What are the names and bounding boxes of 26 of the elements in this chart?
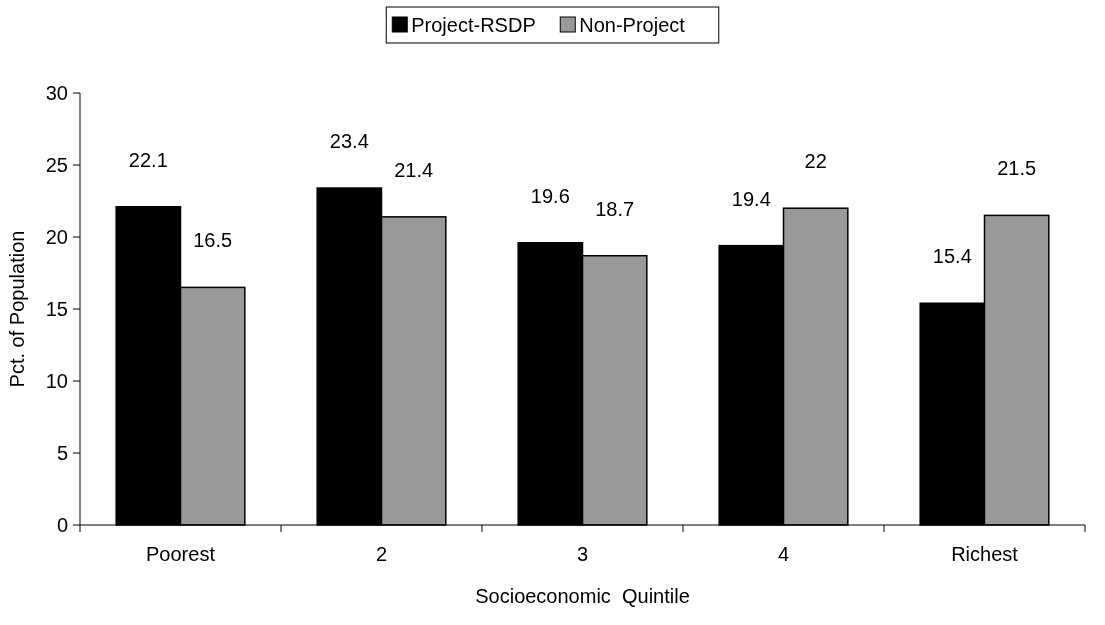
data-label: 21.4 bbox=[394, 158, 434, 181]
x-tick-label: Poorest bbox=[146, 543, 216, 565]
data-label: 16.5 bbox=[193, 229, 233, 252]
data-label: 22.1 bbox=[128, 148, 168, 171]
legend-label: Project-RSDP bbox=[411, 14, 536, 36]
data-label: 18.7 bbox=[595, 197, 635, 220]
y-tick-label: 25 bbox=[45, 154, 68, 176]
data-label: 19.6 bbox=[530, 184, 570, 207]
x-tick-label: 4 bbox=[777, 543, 790, 565]
data-label: 23.4 bbox=[329, 130, 369, 153]
y-axis-title: Pct. of Population bbox=[6, 230, 28, 388]
data-label: 19.4 bbox=[731, 187, 771, 210]
y-tick-label: 15 bbox=[45, 298, 68, 320]
y-tick-label: 20 bbox=[45, 226, 68, 248]
y-tick-label: 10 bbox=[45, 370, 68, 392]
y-tick-label: 30 bbox=[45, 82, 68, 104]
data-label: 15.4 bbox=[932, 245, 972, 268]
y-tick-label: 5 bbox=[56, 442, 68, 464]
x-tick-label: Richest bbox=[951, 543, 1019, 565]
data-label: 21.5 bbox=[997, 157, 1037, 180]
y-tick-label: 0 bbox=[56, 514, 68, 536]
data-label: 22 bbox=[804, 150, 827, 173]
x-axis-title: Socioeconomic Quintile bbox=[475, 585, 690, 607]
x-tick-label: 3 bbox=[576, 543, 589, 565]
legend-label: Non-Project bbox=[579, 14, 686, 36]
x-tick-label: 2 bbox=[375, 543, 388, 565]
